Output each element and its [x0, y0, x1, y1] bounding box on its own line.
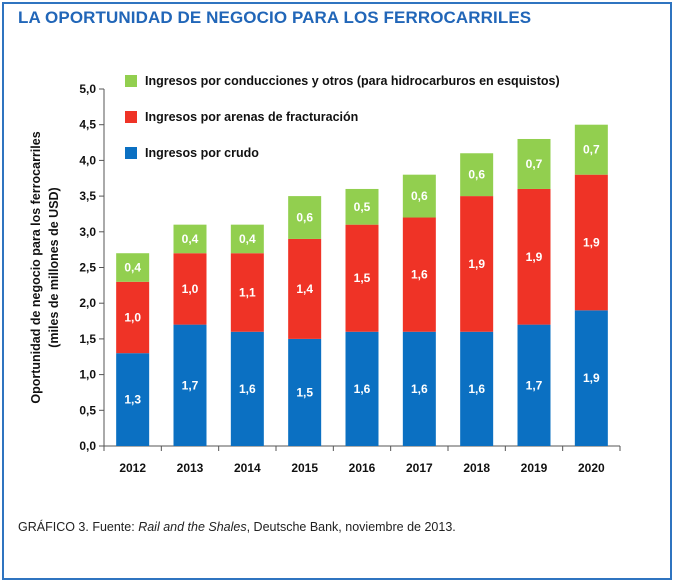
y-tick-label: 2,0	[79, 296, 96, 310]
y-axis-title-line1: Oportunidad de negocio para los ferrocar…	[29, 131, 43, 403]
bar-segment	[288, 238, 322, 339]
chart-frame	[2, 2, 672, 580]
chart-title: LA OPORTUNIDAD DE NEGOCIO PARA LOS FERRO…	[18, 8, 532, 27]
data-label: 1,6	[411, 382, 428, 396]
bar-segment	[230, 331, 264, 446]
data-label: 1,6	[239, 382, 256, 396]
x-tick-label: 2017	[406, 461, 433, 475]
data-label: 0,4	[182, 232, 199, 246]
bar-segment	[230, 253, 264, 332]
data-label: 1,9	[468, 257, 485, 271]
bar-segment	[574, 124, 608, 175]
bar-segment	[116, 281, 150, 354]
data-label: 0,6	[296, 211, 313, 225]
bar-segment	[345, 331, 379, 446]
y-axis-label: Oportunidad de negocio para los ferrocar…	[29, 131, 61, 403]
data-label: 1,1	[239, 285, 256, 299]
caption-source-title: Rail and the Shales	[138, 520, 247, 534]
y-tick-label: 4,5	[79, 118, 96, 132]
bar-segment	[173, 324, 207, 446]
bar-segment	[460, 196, 494, 332]
y-tick-label: 1,5	[79, 332, 96, 346]
data-label: 1,9	[583, 236, 600, 250]
bar-segment	[173, 224, 207, 254]
bar-segment	[460, 331, 494, 446]
data-label: 1,5	[296, 385, 313, 399]
y-axis: 0,0 0,5 1,0 1,5 2,0 2,5 3,0 3,5 4,0 4,5 5,0	[79, 82, 105, 453]
legend-label: Ingresos por conducciones y otros (para …	[145, 74, 560, 88]
x-tick-label: 2016	[349, 461, 376, 475]
data-label: 0,6	[468, 168, 485, 182]
data-label: 1,7	[526, 378, 543, 392]
data-label: 1,6	[468, 382, 485, 396]
legend-swatch	[125, 111, 137, 123]
data-label: 1,9	[526, 250, 543, 264]
data-label: 1,0	[124, 310, 141, 324]
bar-segment	[345, 188, 379, 225]
y-tick-label: 0,0	[79, 439, 96, 453]
data-label: 0,4	[124, 261, 141, 275]
data-label: 1,5	[354, 271, 371, 285]
legend-label: Ingresos por crudo	[145, 146, 259, 160]
bar-segment	[345, 224, 379, 332]
legend-label: Ingresos por arenas de fracturación	[145, 110, 358, 124]
x-axis: 2012 2013 2014 2015 2016 2017 2018 2019 2020	[103, 445, 621, 475]
bar-segment	[288, 196, 322, 239]
bar-segment	[230, 224, 264, 254]
data-label: 1,6	[354, 382, 371, 396]
y-tick-label: 4,0	[79, 153, 96, 167]
legend-swatch	[125, 147, 137, 159]
bar-segment	[517, 324, 551, 446]
data-label: 1,7	[182, 378, 199, 392]
data-label: 1,9	[583, 371, 600, 385]
data-label: 1,6	[411, 268, 428, 282]
data-label: 1,3	[124, 393, 141, 407]
x-tick-label: 2013	[177, 461, 204, 475]
y-tick-label: 5,0	[79, 82, 96, 96]
caption-prefix: GRÁFICO 3. Fuente:	[18, 520, 139, 534]
bars: 1,3 1,0 0,4 1,7 1,0 0,4 1,6 1,1 0,4 1,5 1,4 0,6 1,6 1…	[116, 124, 608, 446]
data-label: 0,4	[239, 232, 256, 246]
x-tick-label: 2020	[578, 461, 605, 475]
x-tick-label: 2018	[463, 461, 490, 475]
x-tick-label: 2019	[521, 461, 548, 475]
caption-suffix: , Deutsche Bank, noviembre de 2013.	[246, 520, 456, 534]
bar-segment	[402, 217, 436, 332]
bar-segment	[517, 188, 551, 325]
y-tick-label: 3,0	[79, 225, 96, 239]
x-tick-label: 2012	[119, 461, 146, 475]
data-label: 0,7	[526, 157, 543, 171]
bar-segment	[574, 310, 608, 446]
data-label: 1,0	[182, 282, 199, 296]
y-tick-label: 3,5	[79, 189, 96, 203]
x-tick-label: 2015	[291, 461, 318, 475]
y-axis-title-line2: (miles de millones de USD)	[47, 187, 61, 347]
x-tick-label: 2014	[234, 461, 261, 475]
data-label: 0,7	[583, 143, 600, 157]
legend: Ingresos por conducciones y otros (para …	[125, 74, 560, 160]
bar-segment	[402, 331, 436, 446]
data-label: 0,6	[411, 189, 428, 203]
data-label: 0,5	[354, 200, 371, 214]
legend-swatch	[125, 75, 137, 87]
bar-segment	[173, 253, 207, 325]
bar-segment	[116, 253, 150, 282]
bar-segment	[574, 174, 608, 311]
data-label: 1,4	[296, 282, 313, 296]
bar-segment	[517, 138, 551, 189]
bar-segment	[402, 174, 436, 218]
bar-segment	[288, 338, 322, 446]
bar-segment	[116, 353, 150, 446]
figure-caption: GRÁFICO 3. Fuente: Rail and the Shales, …	[18, 520, 456, 534]
y-tick-label: 1,0	[79, 368, 96, 382]
y-tick-label: 2,5	[79, 261, 96, 275]
bar-segment	[460, 153, 494, 197]
y-tick-label: 0,5	[79, 403, 96, 417]
